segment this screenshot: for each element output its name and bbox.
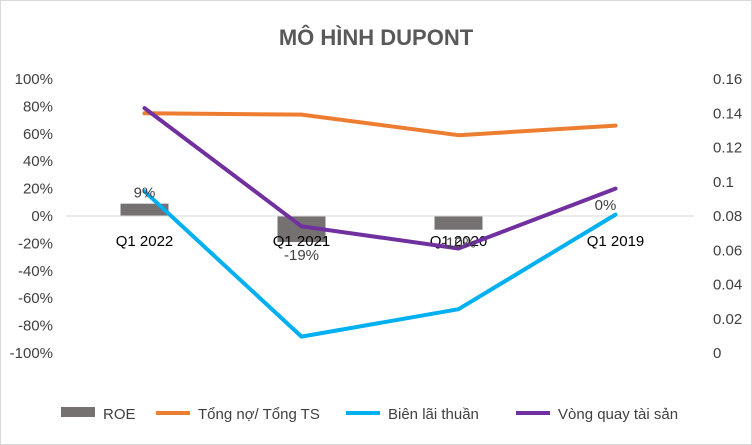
chart-title: MÔ HÌNH DUPONT: [279, 25, 474, 50]
legend-swatch: [61, 407, 95, 417]
left-tick-label: -80%: [18, 318, 53, 335]
right-tick-label: 0.04: [713, 277, 742, 294]
right-tick-label: 0.08: [713, 208, 742, 225]
legend-label: Vòng quay tài sản: [558, 406, 678, 423]
right-axis: 0 0.02 0.04 0.06 0.08 0.1 0.12 0.14 0.16: [713, 71, 742, 362]
series-line: [142, 106, 618, 251]
right-tick-label: 0.06: [713, 242, 742, 259]
series-line: [142, 189, 618, 339]
right-tick-label: 0.12: [713, 140, 742, 157]
roe-data-label: -10%: [441, 235, 476, 252]
category-labels: Q1 2022 Q1 2021 Q1 2020 Q1 2019: [116, 233, 645, 250]
right-tick-label: 0.1: [713, 174, 734, 191]
roe-data-label: -19%: [284, 247, 319, 264]
roe-data-label: 9%: [134, 185, 156, 202]
series-line: [142, 111, 618, 138]
right-tick-label: 0.16: [713, 71, 742, 88]
legend: ROE Tổng nợ/ Tổng TS Biên lãi thuần Vòng qu…: [61, 406, 678, 423]
left-tick-label: 40%: [23, 153, 53, 170]
category-label: Q1 2022: [116, 233, 174, 250]
left-tick-label: -60%: [18, 290, 53, 307]
roe-data-label: 0%: [595, 197, 617, 214]
left-axis: -100% -80% -60% -40% -20% 0% 20% 40% 60% 80% 100%: [10, 71, 53, 362]
category-label: Q1 2019: [587, 233, 645, 250]
roe-bar: [434, 216, 483, 230]
roe-data-labels: 9% -19% -10% 0%: [134, 185, 617, 264]
legend-label: ROE: [103, 406, 136, 423]
left-tick-label: 100%: [15, 71, 53, 88]
right-tick-label: 0: [713, 345, 721, 362]
legend-label: Biên lãi thuần: [388, 406, 479, 423]
right-tick-label: 0.02: [713, 311, 742, 328]
left-tick-label: -100%: [10, 345, 53, 362]
legend-label: Tổng nợ/ Tổng TS: [198, 406, 320, 423]
left-tick-label: 60%: [23, 126, 53, 143]
roe-bar: [120, 203, 169, 216]
right-tick-label: 0.14: [713, 105, 742, 122]
left-tick-label: -20%: [18, 235, 53, 252]
series-lines: [142, 106, 618, 339]
category-label: Q1 2021: [273, 233, 331, 250]
left-tick-label: -40%: [18, 263, 53, 280]
left-tick-label: 0%: [31, 208, 53, 225]
left-tick-label: 20%: [23, 181, 53, 198]
left-tick-label: 80%: [23, 98, 53, 115]
